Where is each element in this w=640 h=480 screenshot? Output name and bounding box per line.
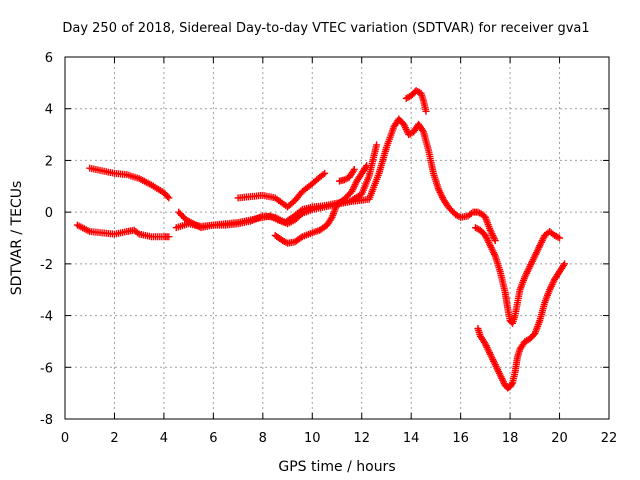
data-point-fill	[164, 193, 172, 201]
series-arc-7	[335, 165, 358, 185]
y-tick-label: -4	[40, 310, 53, 325]
x-tick-label: 2	[110, 431, 118, 446]
y-tick-label: 4	[45, 103, 53, 118]
y-tick-label: -2	[40, 258, 53, 273]
data-point-fill	[342, 175, 350, 183]
x-tick-label: 16	[452, 431, 469, 446]
chart-title: Day 250 of 2018, Sidereal Day-to-day VTE…	[62, 21, 589, 36]
data-point-fill	[419, 126, 427, 134]
data-point-fill	[362, 163, 370, 171]
grid	[65, 57, 609, 419]
data-point	[321, 169, 329, 177]
series-arc-9	[471, 224, 564, 327]
series-arc-8	[402, 87, 430, 115]
y-tick-label: 0	[45, 206, 53, 221]
data-point	[422, 107, 430, 115]
y-tick-label: -8	[40, 413, 53, 428]
data-point-fill	[560, 261, 568, 269]
data-point	[491, 237, 499, 245]
x-tick-label: 0	[61, 431, 69, 446]
y-tick-label: 6	[45, 51, 53, 66]
data-point	[350, 165, 358, 173]
x-axis: 0 2 4 6 8 10 12 14 16 18 20 22	[61, 57, 617, 446]
data-point	[556, 234, 564, 242]
series-arc-1	[86, 164, 173, 202]
x-tick-label: 14	[403, 431, 420, 446]
x-tick-label: 12	[353, 431, 370, 446]
data-point-fill	[508, 380, 516, 388]
series-arc-4	[172, 141, 381, 232]
data-point	[373, 141, 381, 149]
x-tick-label: 8	[259, 431, 267, 446]
x-axis-label: GPS time / hours	[278, 459, 395, 475]
data-points	[73, 87, 568, 392]
data-point	[165, 194, 173, 202]
plot-frame	[64, 56, 610, 420]
data-point	[560, 260, 568, 268]
x-tick-label: 6	[209, 431, 217, 446]
data-point-fill	[349, 167, 357, 175]
series-arc-6	[271, 162, 371, 247]
x-tick-label: 18	[502, 431, 519, 446]
x-tick-label: 22	[601, 431, 618, 446]
series-arc-5	[234, 169, 329, 211]
data-point	[165, 233, 173, 241]
y-axis-label: SDTVAR / TECUs	[9, 181, 25, 296]
x-tick-label: 10	[304, 431, 321, 446]
y-tick-label: 2	[45, 154, 53, 169]
data-point	[363, 162, 371, 170]
x-tick-label: 4	[160, 431, 168, 446]
x-tick-label: 20	[551, 431, 568, 446]
series-arc-2	[73, 221, 173, 241]
series-arc-10	[474, 260, 568, 392]
y-tick-label: -6	[40, 361, 53, 376]
y-axis: -8 -6 -4 -2 0 2 4 6	[40, 51, 609, 428]
